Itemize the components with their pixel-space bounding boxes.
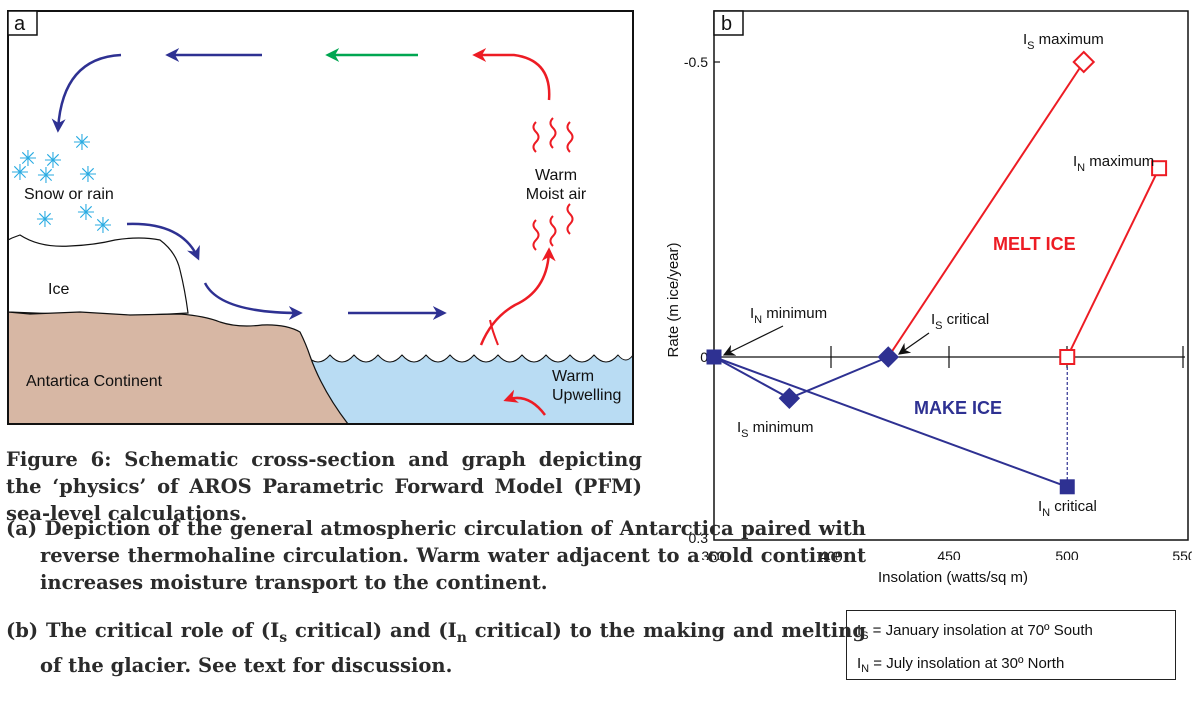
panel-b-label-box bbox=[713, 10, 744, 36]
panel-a: a ✳ ✳ ✳ ✳ ✳ ✳ ✳ ✳ ✳ Snow or rain Ice Ant… bbox=[7, 10, 634, 425]
x-axis-title: Insolation (watts/sq m) bbox=[877, 569, 1029, 586]
figure-caption-title: Figure 6: Schematic cross-section and gr… bbox=[6, 448, 642, 525]
snowflake-icon: ✳ bbox=[77, 200, 95, 225]
squiggle-icon bbox=[566, 121, 574, 153]
snowflake-icon-group: ✳ ✳ ✳ ✳ ✳ ✳ ✳ ✳ ✳ bbox=[11, 130, 112, 238]
descending-air-arrow bbox=[51, 53, 122, 133]
ocean-water bbox=[305, 353, 634, 425]
heat-squiggle-icon-group bbox=[532, 117, 574, 251]
warm-air-label-line2: Moist air bbox=[526, 186, 587, 203]
make-ice-label: MAKE ICE bbox=[914, 398, 1002, 418]
is-critical-pointer-arrow bbox=[898, 332, 930, 355]
plot-area bbox=[713, 10, 1189, 541]
squiggle-icon bbox=[549, 215, 557, 247]
katabatic-arrow-1 bbox=[126, 222, 200, 261]
panel-a-label: a bbox=[14, 13, 26, 35]
panel-a-border bbox=[7, 10, 634, 425]
panel-b-label: b bbox=[721, 13, 732, 35]
data-point-marker-6 bbox=[1151, 160, 1168, 177]
in-maximum-annotation: IN maximum bbox=[1073, 153, 1154, 174]
snowflake-icon: ✳ bbox=[11, 160, 29, 185]
y-tick-label-zero: 0 bbox=[700, 349, 708, 365]
warm-air-label-line1: Warm bbox=[535, 167, 577, 184]
snowflake-icon: ✳ bbox=[79, 162, 97, 187]
figure-caption-item-b: (b) The critical role of (Is critical) a… bbox=[6, 619, 866, 677]
y-tick-label-bottom: 0.3 bbox=[689, 530, 709, 546]
snow-or-rain-label: Snow or rain bbox=[24, 186, 114, 203]
data-point-marker-5 bbox=[1072, 50, 1096, 74]
katabatic-arrow-2 bbox=[203, 282, 303, 320]
melt-ice-label: MELT ICE bbox=[993, 234, 1076, 254]
series-line-3 bbox=[713, 356, 1068, 488]
antarctica-continent bbox=[7, 311, 350, 425]
in-minimum-pointer-arrow bbox=[722, 325, 784, 356]
snowflake-icon: ✳ bbox=[73, 130, 91, 155]
data-point-marker-1 bbox=[778, 387, 801, 410]
is-critical-annotation: IS critical bbox=[931, 311, 989, 332]
figure-caption-item-a: (a) Depiction of the general atmospheric… bbox=[6, 517, 866, 594]
chart-markers bbox=[706, 50, 1168, 495]
snowflake-icon: ✳ bbox=[44, 148, 62, 173]
y-tick-label-top: -0.5 bbox=[684, 54, 708, 70]
y-axis-title: Rate (m ice/year) bbox=[665, 242, 682, 357]
x-tick-label-500: 500 bbox=[1055, 548, 1079, 560]
upwelling-arrow bbox=[503, 389, 547, 416]
series-line-1 bbox=[1066, 167, 1160, 358]
series-line-0 bbox=[887, 61, 1085, 358]
snowflake-icon: ✳ bbox=[94, 213, 112, 238]
panel-a-label-box bbox=[7, 10, 38, 36]
x-tick-label-350: 350 bbox=[701, 548, 725, 560]
legend-line-in: IN = July insolation at 30º North bbox=[857, 655, 1065, 675]
x-tick-label-550: 550 bbox=[1172, 548, 1192, 560]
panel-b: b -0.5 0 0.3 350 400 450 500 550 Rate (m… bbox=[665, 10, 1192, 560]
data-point-marker-4 bbox=[1059, 349, 1076, 365]
ice-sheet bbox=[7, 234, 189, 317]
data-point-marker-0 bbox=[706, 349, 722, 365]
data-point-marker-2 bbox=[877, 346, 899, 368]
in-minimum-annotation: IN minimum bbox=[750, 305, 827, 326]
warm-air-rise-arrow bbox=[479, 247, 556, 346]
continent-label: Antartica Continent bbox=[26, 373, 163, 390]
squiggle-icon bbox=[532, 121, 540, 153]
upwelling-label-line2: Upwelling bbox=[552, 387, 621, 404]
legend-box: IS = January insolation at 70º South IN … bbox=[846, 610, 1176, 680]
snowflake-icon: ✳ bbox=[37, 163, 55, 188]
squiggle-icon bbox=[532, 219, 540, 251]
is-maximum-annotation: IS maximum bbox=[1023, 31, 1104, 52]
ice-label: Ice bbox=[48, 281, 69, 298]
snowflake-icon: ✳ bbox=[36, 207, 54, 232]
squiggle-icon bbox=[566, 203, 574, 235]
snowflake-icon: ✳ bbox=[19, 146, 37, 171]
warm-air-branch bbox=[489, 319, 499, 346]
x-tick-label-400: 400 bbox=[819, 548, 843, 560]
data-point-marker-3 bbox=[1059, 479, 1075, 495]
in-critical-annotation: IN critical bbox=[1038, 498, 1097, 519]
squiggle-icon bbox=[549, 117, 557, 149]
upwelling-label-line1: Warm bbox=[552, 368, 594, 385]
is-minimum-annotation: IS minimum bbox=[737, 419, 814, 440]
x-tick-label-450: 450 bbox=[937, 548, 961, 560]
rising-air-arrow bbox=[472, 48, 551, 101]
legend-line-is: IS = January insolation at 70º South bbox=[857, 622, 1093, 642]
